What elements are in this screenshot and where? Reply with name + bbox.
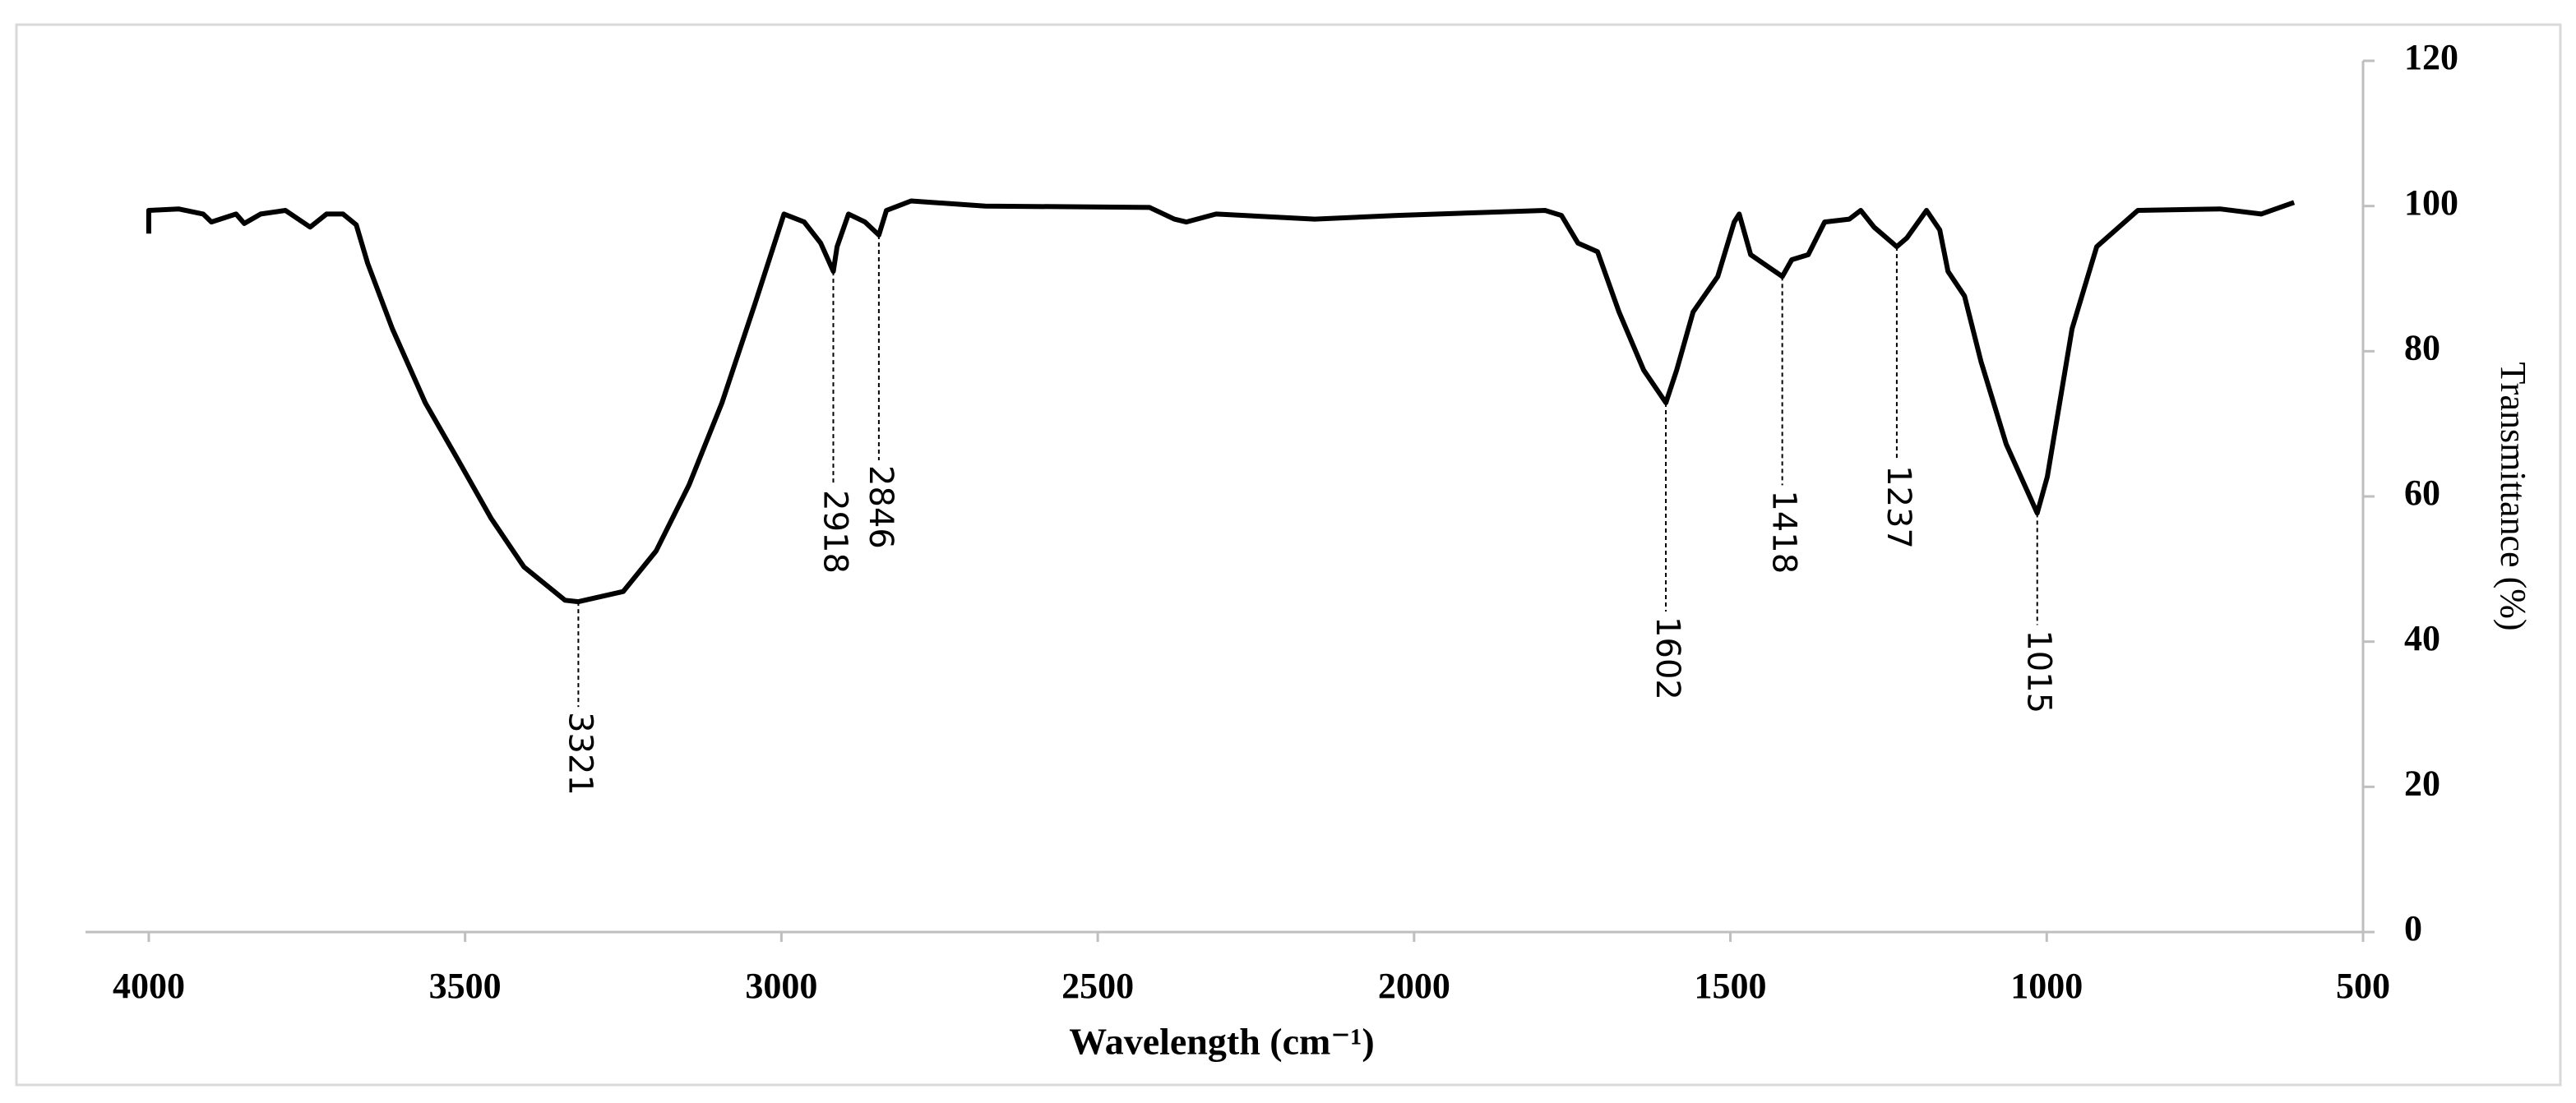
- y-tick-label: 40: [2404, 618, 2440, 658]
- y-tick-label: 20: [2404, 763, 2440, 803]
- x-tick-label: 3500: [429, 966, 502, 1006]
- chart-border: [15, 23, 2562, 1087]
- annotation-label: 3321: [561, 712, 599, 796]
- y-axis-title: Transmittance (%): [2493, 362, 2533, 630]
- annotation-label: 1015: [2020, 630, 2058, 713]
- x-tick-label: 1500: [1695, 966, 1767, 1006]
- y-tick-label: 120: [2404, 37, 2458, 77]
- annotation-label: 1418: [1765, 490, 1803, 574]
- x-tick-label: 3000: [745, 966, 817, 1006]
- y-tick-label: 0: [2404, 908, 2422, 948]
- annotation-label: 2918: [816, 490, 853, 574]
- y-tick-label: 100: [2404, 182, 2458, 223]
- x-tick-label: 1000: [2010, 966, 2083, 1006]
- y-tick-label: 80: [2404, 327, 2440, 367]
- x-tick-label: 2000: [1378, 966, 1450, 1006]
- annotation-label: 1602: [1649, 616, 1686, 700]
- x-axis-title: Wavelength (cm⁻¹): [1069, 1021, 1375, 1063]
- x-tick-label: 500: [2336, 966, 2390, 1006]
- y-tick-label: 60: [2404, 473, 2440, 513]
- annotation-label: 2846: [862, 465, 900, 549]
- x-tick-label: 2500: [1061, 966, 1134, 1006]
- annotation-label: 1237: [1880, 465, 1917, 549]
- x-tick-label: 4000: [113, 966, 185, 1006]
- spectrum-line: [146, 198, 2296, 605]
